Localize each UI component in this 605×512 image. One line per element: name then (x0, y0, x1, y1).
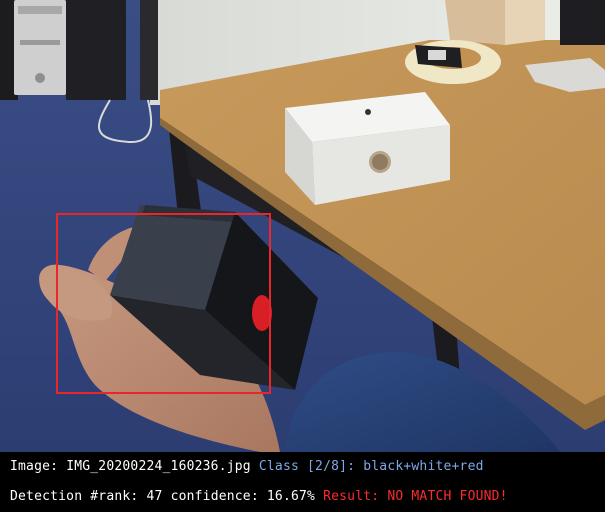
detection-rank-value: 47 (146, 489, 163, 504)
confidence-label: confidence: (170, 489, 259, 504)
confidence-value: 16.67% (266, 489, 316, 504)
detection-result-line: Detection #rank: 47 confidence: 16.67% R… (10, 489, 508, 504)
class-prefix: Class (258, 459, 299, 474)
detection-bounding-box (56, 213, 271, 394)
class-index: [2/8]: (307, 459, 356, 474)
image-filename: IMG_20200224_160236.jpg (66, 459, 251, 474)
class-value: black+white+red (363, 459, 484, 474)
photo-scene-icon (0, 0, 605, 452)
detection-rank-label: Detection #rank: (10, 489, 139, 504)
camera-photo (0, 0, 605, 452)
image-label: Image: (10, 459, 59, 474)
image-info-line: Image: IMG_20200224_160236.jpg Class [2/… (10, 459, 484, 474)
detection-info-bar: Image: IMG_20200224_160236.jpg Class [2/… (0, 452, 605, 512)
result-label: Result: (323, 489, 380, 504)
result-value: NO MATCH FOUND! (387, 489, 508, 504)
